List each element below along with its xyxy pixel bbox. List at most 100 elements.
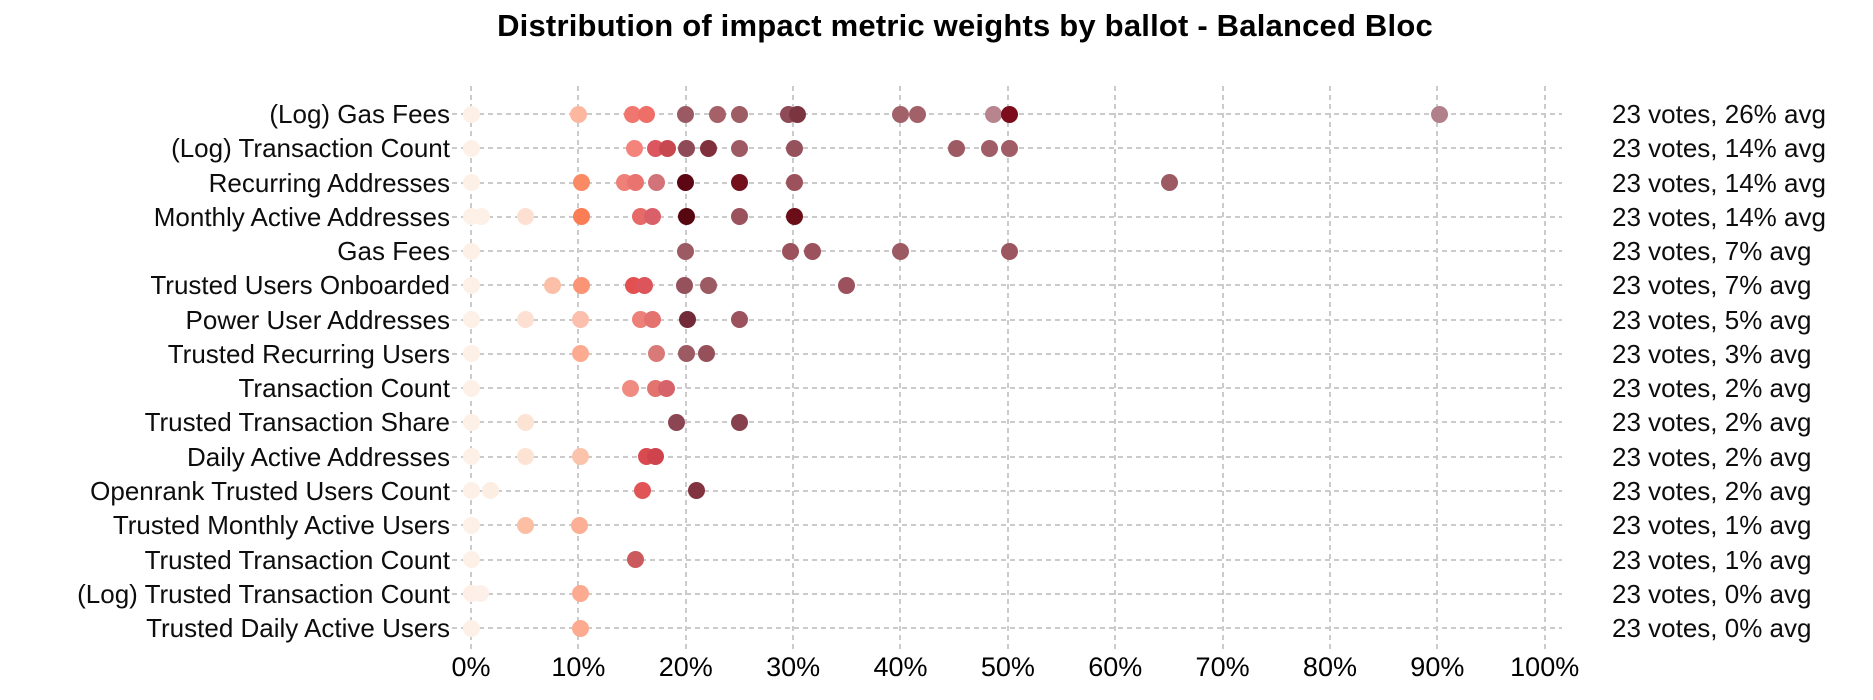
data-point [985, 105, 1003, 123]
data-point [462, 482, 480, 500]
data-point [947, 139, 965, 157]
y-axis-label: Trusted Transaction Share [144, 407, 450, 438]
y-axis-label: Trusted Daily Active Users [146, 613, 450, 644]
data-point [909, 105, 927, 123]
data-point [544, 276, 562, 294]
data-point [481, 482, 499, 500]
data-point [891, 105, 909, 123]
x-gridline [577, 86, 580, 650]
x-tick-label: 70% [1195, 652, 1250, 682]
data-point [462, 311, 480, 329]
x-tick-label: 10% [551, 652, 606, 682]
row-annotation: 23 votes, 14% avg [1612, 133, 1826, 164]
x-tick-label: 100% [1510, 652, 1580, 682]
data-point [626, 551, 644, 568]
x-tick-label: 60% [1088, 652, 1143, 682]
y-axis-label: Recurring Addresses [208, 167, 450, 198]
data-point [462, 174, 480, 192]
data-point [679, 311, 697, 329]
data-point [462, 242, 480, 260]
y-axis-label: (Log) Gas Fees [269, 99, 450, 129]
data-point [1430, 105, 1448, 123]
data-point [462, 139, 480, 157]
row-gridline [452, 592, 1562, 595]
data-point [677, 242, 695, 260]
row-annotation: 23 votes, 7% avg [1612, 236, 1812, 267]
row-gridline [452, 489, 1562, 492]
row-gridline [452, 421, 1562, 424]
data-point [785, 208, 803, 226]
data-point [647, 448, 665, 466]
data-point [462, 516, 480, 534]
row-annotation: 23 votes, 14% avg [1612, 201, 1826, 232]
data-point [472, 585, 490, 603]
data-point [572, 345, 590, 363]
y-axis-label: Daily Active Addresses [186, 441, 450, 472]
row-annotation: 23 votes, 0% avg [1612, 578, 1812, 609]
row-annotation: 23 votes, 1% avg [1612, 510, 1812, 541]
x-tick-label: 20% [658, 652, 713, 682]
data-point [782, 242, 800, 260]
data-point [699, 276, 717, 294]
data-point [473, 208, 491, 226]
data-point [730, 139, 748, 157]
row-annotation: 23 votes, 2% avg [1612, 475, 1812, 506]
data-point [572, 585, 590, 603]
x-gridline [1221, 86, 1224, 650]
data-point [462, 379, 480, 397]
x-gridline [899, 86, 902, 650]
row-annotation: 23 votes, 5% avg [1612, 304, 1812, 335]
data-point [1001, 242, 1019, 260]
x-gridline [1328, 86, 1331, 650]
row-annotation: 23 votes, 2% avg [1612, 373, 1812, 404]
x-tick-label: 0% [451, 652, 491, 682]
data-point [622, 379, 640, 397]
y-axis-label: Trusted Monthly Active Users [112, 510, 450, 541]
data-point [678, 139, 696, 157]
data-point [573, 174, 591, 192]
data-point [687, 482, 705, 500]
row-gridline [452, 627, 1562, 630]
data-point [643, 311, 661, 329]
data-point [730, 208, 748, 226]
data-point [709, 105, 727, 123]
row-gridline [452, 352, 1562, 355]
y-axis-label: Transaction Count [238, 373, 450, 404]
row-gridline [452, 524, 1562, 527]
data-point [462, 619, 480, 637]
row-annotation: 23 votes, 3% avg [1612, 338, 1812, 369]
data-point [678, 208, 696, 226]
row-annotation: 23 votes, 0% avg [1612, 613, 1812, 644]
data-point [517, 208, 535, 226]
x-gridline [470, 86, 472, 650]
row-gridline [452, 455, 1562, 458]
x-gridline [1114, 86, 1117, 650]
row-gridline [452, 558, 1562, 561]
y-axis-label: Trusted Recurring Users [167, 338, 450, 369]
data-point [517, 413, 535, 431]
data-point [462, 345, 480, 363]
data-point [785, 174, 803, 192]
data-point [648, 345, 666, 363]
data-point [572, 619, 590, 637]
data-point [676, 276, 694, 294]
data-point [677, 105, 695, 123]
data-point [462, 413, 480, 431]
data-point [730, 413, 748, 431]
data-point [643, 208, 661, 226]
data-point [462, 448, 480, 466]
row-annotation: 23 votes, 2% avg [1612, 441, 1812, 472]
data-point [730, 174, 748, 192]
y-axis-label: Trusted Users Onboarded [150, 270, 450, 301]
row-annotation: 23 votes, 14% avg [1612, 167, 1826, 198]
data-point [785, 139, 803, 157]
data-point [1001, 105, 1019, 123]
x-gridline [1543, 86, 1546, 650]
data-point [517, 311, 535, 329]
data-point [569, 105, 587, 123]
data-point [699, 139, 717, 157]
data-point [788, 105, 806, 123]
y-axis-label: Openrank Trusted Users Count [90, 475, 450, 506]
x-gridline [1006, 86, 1009, 650]
